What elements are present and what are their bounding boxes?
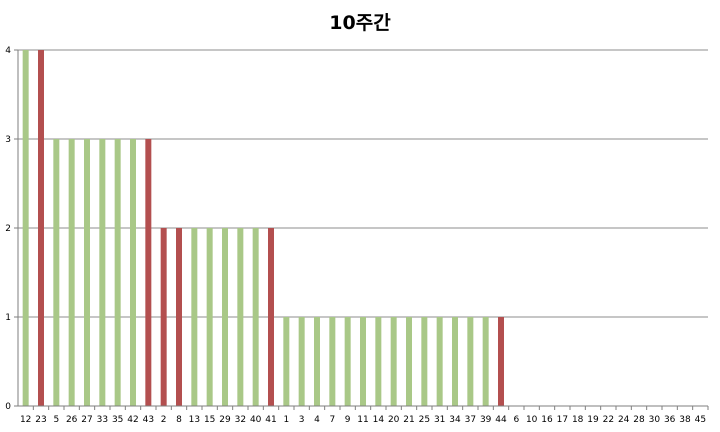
bar-3 <box>298 317 305 406</box>
bar-7 <box>329 317 336 406</box>
x-tick-label: 40 <box>250 415 262 425</box>
x-tick-label: 44 <box>495 415 507 425</box>
x-tick-label: 3 <box>299 415 305 425</box>
x-tick-label: 36 <box>664 415 676 425</box>
axis-layer <box>14 49 709 410</box>
x-tick-label: 26 <box>66 415 78 425</box>
x-tick-label: 2 <box>161 415 167 425</box>
x-tick-label: 27 <box>81 415 92 425</box>
bar-34 <box>452 317 458 406</box>
bar-21 <box>406 317 412 406</box>
bar-1 <box>283 317 290 406</box>
x-tick-label: 15 <box>204 415 215 425</box>
bar-42 <box>130 139 136 406</box>
x-tick-label: 34 <box>449 415 461 425</box>
bar-27 <box>84 139 90 406</box>
bar-2 <box>160 228 167 406</box>
grid-layer <box>18 49 708 318</box>
x-tick-label: 24 <box>618 415 630 425</box>
x-tick-label: 4 <box>314 415 320 425</box>
x-tick-label: 45 <box>695 415 706 425</box>
x-tick-label: 29 <box>219 415 231 425</box>
x-tick-label: 17 <box>557 415 568 425</box>
bar-23 <box>38 50 44 406</box>
y-tick-label: 2 <box>5 224 11 234</box>
x-tick-label: 10 <box>526 415 538 425</box>
bar-31 <box>436 317 443 406</box>
x-tick-label: 16 <box>541 415 553 425</box>
x-tick-label: 31 <box>434 415 445 425</box>
bar-12 <box>22 50 29 406</box>
x-tick-label: 22 <box>603 415 614 425</box>
bar-33 <box>99 139 106 406</box>
chart-title: 10주간 <box>329 12 391 34</box>
x-tick-label: 12 <box>20 415 31 425</box>
x-tick-label: 19 <box>587 415 599 425</box>
bar-35 <box>114 139 121 406</box>
bar-20 <box>390 317 397 406</box>
x-tick-label: 18 <box>572 415 584 425</box>
bar-25 <box>421 317 428 406</box>
x-tick-label: 41 <box>265 415 276 425</box>
x-tick-label: 33 <box>97 415 108 425</box>
bar-14 <box>375 317 382 406</box>
x-tick-label: 28 <box>633 415 645 425</box>
bar-32 <box>237 228 244 406</box>
x-tick-label: 43 <box>143 415 154 425</box>
x-tick-label: 7 <box>329 415 335 425</box>
x-tick-label: 8 <box>176 415 182 425</box>
bar-layer <box>22 50 504 406</box>
x-tick-label: 1 <box>283 415 289 425</box>
bar-41 <box>268 228 274 406</box>
x-tick-label: 32 <box>235 415 246 425</box>
bar-13 <box>191 228 198 406</box>
bar-43 <box>145 139 152 406</box>
bar-15 <box>206 228 213 406</box>
x-tick-label: 21 <box>403 415 414 425</box>
bar-5 <box>53 139 60 406</box>
x-tick-label: 14 <box>373 415 385 425</box>
bar-11 <box>360 317 366 406</box>
x-tick-label: 35 <box>112 415 123 425</box>
x-tick-label: 39 <box>480 415 492 425</box>
y-tick-label: 3 <box>5 135 11 145</box>
x-tick-label: 37 <box>465 415 476 425</box>
y-tick-label: 4 <box>5 46 11 56</box>
y-tick-label: 0 <box>5 402 11 412</box>
x-tick-label: 38 <box>679 415 691 425</box>
bar-8 <box>176 228 182 406</box>
x-tick-label: 13 <box>189 415 200 425</box>
bar-29 <box>222 228 228 406</box>
x-tick-label: 9 <box>345 415 351 425</box>
x-tick-label: 23 <box>35 415 46 425</box>
bar-4 <box>314 317 320 406</box>
bar-26 <box>68 139 75 406</box>
x-tick-label: 5 <box>53 415 59 425</box>
bar-40 <box>252 228 259 406</box>
x-tick-label: 25 <box>419 415 430 425</box>
y-tick-label: 1 <box>5 313 11 323</box>
bar-39 <box>482 317 489 406</box>
bar-9 <box>344 317 351 406</box>
x-tick-label: 30 <box>649 415 661 425</box>
x-tick-label: 6 <box>513 415 519 425</box>
x-tick-label: 42 <box>127 415 138 425</box>
bar-44 <box>498 317 504 406</box>
x-tick-label: 11 <box>357 415 368 425</box>
x-tick-label: 20 <box>388 415 400 425</box>
bar-37 <box>467 317 474 406</box>
